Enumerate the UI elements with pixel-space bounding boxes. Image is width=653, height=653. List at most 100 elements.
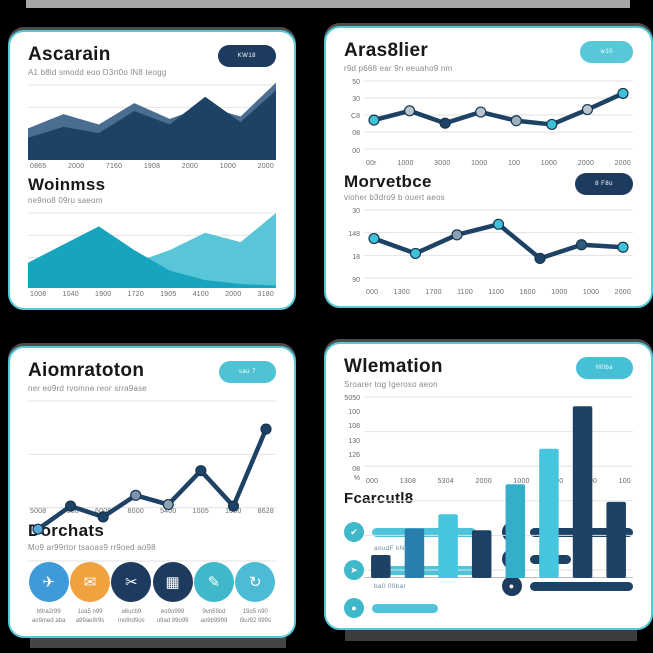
contacts-row: ✈ b9ra2r99 ao9med aba ✉ 1oa5 n99 a99ae9r9s ✂ a6… [28,562,276,626]
x-axis-labels: 1008 1040 1900 1720 1905 4100 2000 3180 [28,288,276,298]
contact-label: b9ra2r99 ao9med aba [31,609,66,624]
x-tick-label: 1100 [488,289,505,296]
card-subtitle: r9d p668 ear 9n eeuaho9 nm [344,63,453,73]
x-tick-label: 1905 [160,291,177,298]
contact-item: ✂ a6ucb9 mo9rd9os [111,562,152,626]
plane-icon[interactable]: ✈ [28,562,69,602]
card-bars-and-favorites: Wlemation Sroarer tog Igeroso aeon M0ba … [324,342,653,630]
x-tick-label: 1700 [425,289,442,296]
x-tick-label: 5008 [30,508,47,516]
y-axis-labels: 50 30 C8 08 00 [344,77,364,157]
card-action-button[interactable]: w10 [580,41,633,63]
x-tick-label: 000 [366,478,379,486]
card-header: Aiomratoton ner eo9rd rvomne reor srra9a… [28,361,276,393]
x-tick-label: 0865 [30,162,47,170]
check-icon[interactable]: ✔ [344,522,364,542]
x-tick-label: 8000 [127,508,144,516]
y-tick-label: 126 [348,451,360,459]
send-icon[interactable]: ➤ [344,560,364,580]
line-chart-plot [364,77,633,157]
favorite-bar [529,581,633,591]
section-header: Fcarcutl8 [344,491,633,507]
y-tick-label: 130 [348,437,360,445]
x-tick-label: 2000 [257,162,274,170]
y-tick-label: 50 [352,78,360,86]
x-tick-label: 1908 [143,162,161,170]
pencil-icon[interactable]: ✎ [193,562,234,602]
dot-icon[interactable]: ● [501,576,522,596]
card-action-button[interactable]: KW18 [217,45,276,67]
section-title: Dorchats [28,521,105,541]
x-tick-label: 1000 [513,478,530,486]
card-subtitle: ner eo9rd rvomne reor srra9ase [28,383,147,393]
y-tick-label: C8 [351,113,360,121]
y-tick-label: 30 [352,96,360,104]
card-line-charts: Aras8lier r9d p668 ear 9n eeuaho9 nm w10… [324,26,653,308]
y-tick-label: 08 [352,130,360,138]
contact-item: ✈ b9ra2r99 ao9med aba [28,562,69,626]
contact-label: 9vn59od ao9b9999 [200,609,228,624]
section-title: Morvetbce [344,171,432,191]
x-tick-label: 2000 [475,478,492,486]
section-title: Fcarcutl8 [344,490,414,508]
y-tick-label: 00 [352,147,360,155]
dot-icon[interactable]: ● [344,598,364,618]
x-tick-label: 1600 [519,289,536,296]
card-subtitle: A1 b8ld smodd eoo D3rt0o lN8 teogg [28,67,167,77]
x-tick-label: 1005 [192,508,209,516]
x-tick-label: 1308 [399,478,417,486]
x-tick-label: 1000 [540,159,558,167]
card-action-button[interactable]: sau 7 [218,361,276,383]
x-tick-label: 8628 [257,508,274,516]
line-chart-plot [28,397,276,562]
mail-icon[interactable]: ✉ [69,562,110,602]
x-tick-label: 1040 [62,291,79,298]
y-tick-label: 08 [352,466,360,474]
x-tick-label: 3000 [434,159,451,167]
x-tick-label: 1900 [95,291,112,298]
card-shadow [345,630,637,641]
x-tick-label: 100 [507,159,521,167]
x-tick-label: 1000 [225,508,242,516]
y-tick-label: 30 [352,208,360,216]
line-chart-plot [364,206,633,286]
card-action-button[interactable]: M0ba [575,357,633,379]
refresh-icon[interactable]: ↻ [235,562,276,602]
area-chart-navy: 0865 2000 7160 1908 2000 1000 2000 [28,81,276,170]
x-tick-label: 7160 [105,162,123,170]
favorite-bar [372,603,439,613]
contact-label: a6ucb9 mo9rd9os [117,609,145,624]
x-tick-label: 2000 [577,159,595,167]
favorite-caption: aoudF kNOo [374,545,414,552]
favorite-row: ● [344,598,476,618]
x-axis-labels: 000 1300 1700 1100 1100 1600 1000 1000 2000 [364,286,633,296]
contact-item: ▦ eo9o999 u9ad 99o99 [152,562,193,626]
y-axis-labels: 30 148 18 90 [344,206,364,286]
x-tick-label: 9600 [62,508,79,516]
y-tick-label: 100 [348,409,360,417]
area-chart-plot [28,209,276,289]
contact-item: ↻ 19o5 n90 i9ur92 999s [235,562,276,626]
card-title: Aiomratoton [28,360,145,381]
y-tick-label: 90 [352,276,360,284]
card-subtitle: Sroarer tog Igeroso aeon [344,379,438,389]
card-title: Wlemation [344,356,443,377]
x-tick-label: 2000 [67,162,85,170]
scissors-icon[interactable]: ✂ [111,562,152,602]
x-tick-label: 1000 [551,289,568,296]
x-tick-label: 3180 [257,291,274,298]
x-tick-label: 1720 [127,291,144,298]
line-chart-zigzag: 30 148 18 90 000 1300 1700 1100 1100 1600 1000 100… [344,206,633,296]
x-axis-labels: 00r 1000 3000 1000 100 1000 2000 2000 [364,157,633,167]
card-title: Aras8lier [344,40,429,61]
x-tick-label: 1000 [582,289,600,296]
card-header: Aras8lier r9d p668 ear 9n eeuaho9 nm w10 [344,41,633,73]
axis-corner-label: % [353,475,360,483]
favorite-caption: ba0 00bar [374,583,406,590]
favorite-row: ● [501,576,633,596]
section-header: Woinmss ne9no8 09ru saeom [28,175,276,205]
grid-icon[interactable]: ▦ [152,562,193,602]
section-action-button[interactable]: 8 F8u [575,172,633,195]
x-tick-label: 1008 [30,291,47,298]
